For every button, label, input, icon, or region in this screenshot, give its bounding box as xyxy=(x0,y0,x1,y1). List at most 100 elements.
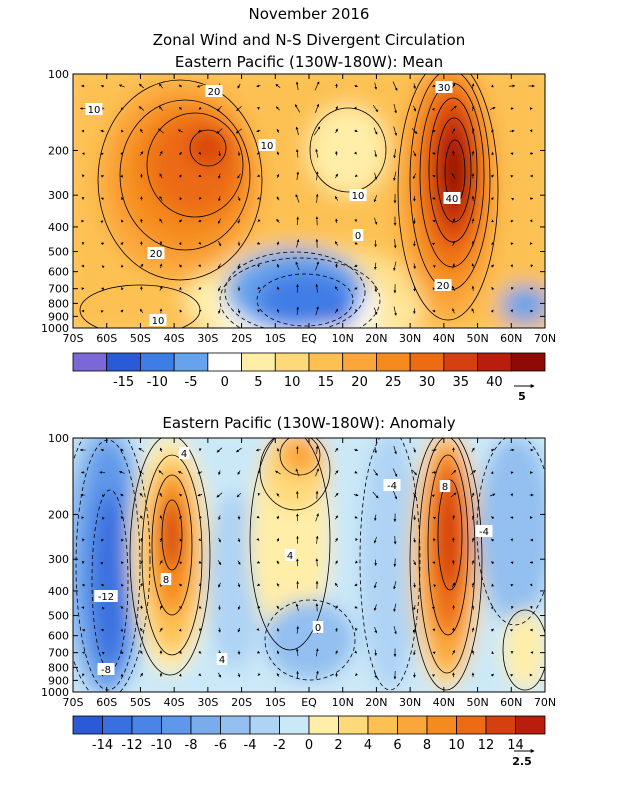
wind-vector xyxy=(451,218,456,224)
wind-vector xyxy=(452,649,455,655)
mean-x-axis: 70S 60S 50S 40S 30S 20S 10S EQ 10N 20N 30N 40N 50N 60… xyxy=(63,74,556,345)
colorbar-label: 10 xyxy=(448,738,465,753)
wind-vector xyxy=(99,471,106,474)
contour-label: 20 xyxy=(437,281,450,292)
contour-label-bg xyxy=(443,192,461,204)
mean-vectors xyxy=(79,81,535,316)
wind-vector xyxy=(490,606,494,610)
colorbar-label: 0 xyxy=(305,738,313,753)
wind-vector xyxy=(392,81,398,91)
x-tick-label: 40N xyxy=(433,696,455,709)
y-tick-label: 1000 xyxy=(41,322,69,335)
wind-vector xyxy=(198,560,202,564)
colorbar-swatch xyxy=(308,715,339,735)
wind-vector xyxy=(412,469,417,476)
wind-vector xyxy=(199,309,202,313)
wind-vector xyxy=(159,150,163,156)
contour-line xyxy=(161,499,183,571)
x-tick-label: 20N xyxy=(365,696,387,709)
colorbar-swatch xyxy=(443,352,478,372)
x-tick-label: 20N xyxy=(365,332,387,345)
wind-vector xyxy=(217,672,222,678)
wind-vector xyxy=(529,129,533,133)
wind-vector xyxy=(393,126,397,136)
contour-label: 4 xyxy=(287,551,293,562)
wind-vector xyxy=(197,129,202,133)
wind-vector xyxy=(393,535,397,545)
wind-vector xyxy=(315,283,319,293)
wind-vector xyxy=(393,603,397,612)
wind-vector xyxy=(451,128,456,134)
wind-vector xyxy=(100,197,104,201)
wind-vector xyxy=(471,559,475,565)
wind-vector xyxy=(100,129,105,133)
wind-vector xyxy=(295,194,300,203)
contour-label-bg xyxy=(352,229,364,241)
contour-label-bg xyxy=(439,480,451,492)
wind-vector xyxy=(510,174,514,178)
colorbar-label: -5 xyxy=(185,375,198,390)
colorbar-swatch xyxy=(426,715,457,735)
wind-vector xyxy=(138,447,145,453)
wind-vector xyxy=(179,606,183,610)
wind-vector xyxy=(334,308,339,314)
wind-vector xyxy=(275,470,281,475)
mean-colorbar: -15 -10 -5 0 5 10 15 20 25 30 35 40 xyxy=(72,352,546,390)
wind-vector xyxy=(139,151,144,156)
mean-field xyxy=(73,74,545,328)
wind-vector xyxy=(140,627,143,632)
wind-vector xyxy=(313,126,321,136)
figure-title: November 2016 xyxy=(249,5,370,23)
y-tick-label: 800 xyxy=(48,297,69,310)
wind-vector xyxy=(355,560,359,564)
wind-vector xyxy=(276,173,280,178)
wind-vector xyxy=(276,308,280,313)
wind-vector xyxy=(471,150,475,156)
wind-vector xyxy=(179,561,183,565)
colorbar-swatch xyxy=(72,715,103,735)
wind-vector xyxy=(120,538,124,542)
wind-vector xyxy=(256,84,261,88)
colorbar-swatch xyxy=(173,352,209,372)
wind-vector xyxy=(509,84,516,88)
wind-vector xyxy=(374,150,378,158)
wind-vector xyxy=(100,561,104,565)
x-tick-label: 10N xyxy=(332,332,354,345)
wind-vector xyxy=(121,219,124,223)
contour-line xyxy=(309,107,387,193)
wind-vector xyxy=(257,605,261,609)
wind-vector xyxy=(217,218,222,224)
x-tick-label: 40S xyxy=(164,332,185,345)
contour-label-bg xyxy=(97,663,115,675)
wind-vector xyxy=(140,241,143,246)
contour-line xyxy=(146,112,244,218)
wind-vector xyxy=(413,605,416,611)
wind-vector xyxy=(315,261,319,271)
wind-vector xyxy=(276,286,280,291)
wind-vector xyxy=(138,106,145,111)
wind-vector xyxy=(412,150,417,157)
wind-vector xyxy=(295,81,299,91)
wind-vector xyxy=(490,196,494,201)
contour-line xyxy=(73,438,151,692)
wind-vector xyxy=(256,583,260,586)
wind-vector xyxy=(276,605,280,610)
wind-vector xyxy=(138,470,144,475)
wind-vector xyxy=(295,468,300,477)
wind-vector xyxy=(334,196,339,201)
wind-vector xyxy=(198,174,202,178)
wind-vector xyxy=(218,627,221,633)
wind-vector xyxy=(393,149,397,159)
contour-label-bg xyxy=(149,314,167,326)
y-tick-label: 700 xyxy=(48,283,69,296)
wind-vector xyxy=(315,558,319,567)
wind-vector xyxy=(237,196,241,202)
wind-vector xyxy=(139,308,144,314)
wind-vector xyxy=(452,263,455,269)
anomaly-vector-reference: 2.5 xyxy=(512,749,535,768)
wind-vector xyxy=(353,493,359,497)
wind-vector xyxy=(237,218,241,224)
wind-vector xyxy=(177,471,183,474)
wind-vector xyxy=(354,583,358,586)
